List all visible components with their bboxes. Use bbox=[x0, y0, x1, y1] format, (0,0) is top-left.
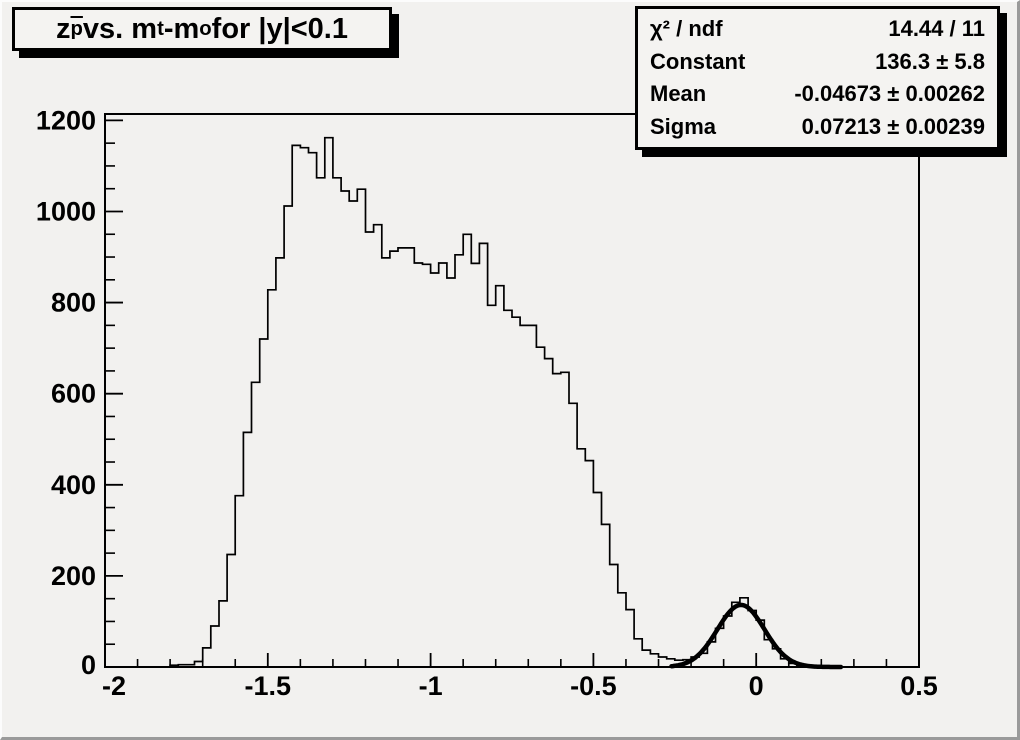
title-segment: o bbox=[199, 17, 212, 40]
stats-row-chi2: χ² / ndf 14.44 / 11 bbox=[638, 14, 997, 44]
x-tick-label: -0.5 bbox=[570, 671, 617, 701]
y-tick-label: 1200 bbox=[36, 105, 96, 135]
y-tick-label: 0 bbox=[81, 650, 96, 680]
y-tick-label: 1000 bbox=[36, 196, 96, 226]
stats-row-mean: Mean -0.04673 ± 0.00262 bbox=[638, 79, 997, 109]
plot-frame bbox=[104, 113, 920, 668]
stats-value-sigma: 0.07213 ± 0.00239 bbox=[801, 113, 985, 139]
histogram-outline bbox=[105, 136, 919, 668]
stats-value-mean: -0.04673 ± 0.00262 bbox=[794, 81, 985, 107]
x-tick-label: 0.5 bbox=[900, 671, 938, 701]
title-segment: p bbox=[70, 17, 83, 40]
stats-value-chi2: 14.44 / 11 bbox=[888, 16, 985, 42]
title-segment: -m bbox=[163, 12, 200, 45]
stats-row-constant: Constant 136.3 ± 5.8 bbox=[638, 47, 997, 77]
y-tick-label: 400 bbox=[51, 470, 96, 500]
stats-row-sigma: Sigma 0.07213 ± 0.00239 bbox=[638, 112, 997, 142]
gaussian-fit-curve bbox=[669, 602, 844, 670]
y-tick-label: 200 bbox=[51, 561, 96, 591]
stats-box: χ² / ndf 14.44 / 11 Constant 136.3 ± 5.8… bbox=[635, 6, 1000, 150]
title-segment: z bbox=[56, 12, 71, 45]
title-segment: t bbox=[157, 17, 164, 40]
stats-label-mean: Mean bbox=[650, 81, 707, 107]
stats-label-chi2: χ² / ndf bbox=[650, 16, 723, 42]
x-tick-label: -1.5 bbox=[245, 671, 292, 701]
stats-label-constant: Constant bbox=[650, 48, 746, 74]
x-tick-label: 0 bbox=[749, 671, 764, 701]
y-tick-label: 800 bbox=[51, 288, 96, 318]
y-tick-label: 600 bbox=[51, 379, 96, 409]
x-tick-label: -2 bbox=[102, 671, 126, 701]
stats-value-constant: 136.3 ± 5.8 bbox=[875, 48, 985, 74]
title-segment: for |y|<0.1 bbox=[211, 12, 348, 45]
x-tick-label: -1 bbox=[419, 671, 443, 701]
title-segment: vs. m bbox=[82, 12, 158, 45]
stats-label-sigma: Sigma bbox=[650, 113, 717, 139]
